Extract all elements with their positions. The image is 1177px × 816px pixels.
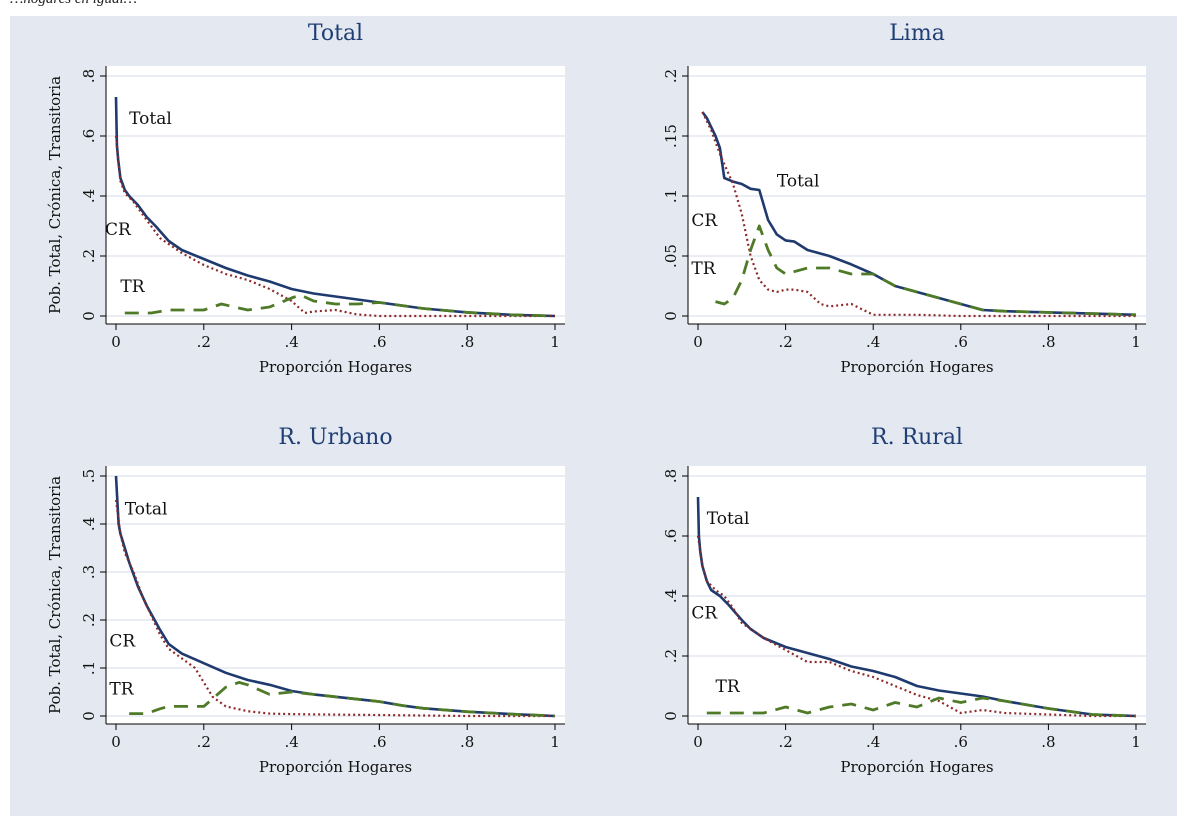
x-tick-label-2: .4 [866, 733, 880, 751]
series-line-cronica [114, 499, 555, 718]
x-tick-label-4: .8 [1041, 333, 1055, 351]
annotation-cr: CR [691, 211, 718, 231]
chart-grid-svg: 0 .2 .4 .6 .8 1 0 .2 .4 .6 .8 Total Proporción Hogar… [46, 21, 1146, 776]
cropped-header-text: …hogares en igual… [0, 0, 1177, 16]
y-tick-label-5: .5 [80, 469, 98, 483]
y-tick-label-2: .2 [80, 613, 98, 627]
cropped-header-line: …hogares en igual… [10, 0, 137, 8]
series-line-cronica [701, 111, 1136, 318]
y-tick-label-0: 0 [662, 711, 680, 721]
x-tick-label-0: 0 [111, 333, 121, 351]
y-tick-label-3: .6 [662, 529, 680, 543]
x-tick-label-5: 1 [1131, 733, 1141, 751]
x-tick-label-3: .6 [954, 333, 968, 351]
annotation-total: Total [125, 499, 168, 519]
x-tick-label-4: .8 [1041, 733, 1055, 751]
x-tick-label-0: 0 [693, 733, 703, 751]
x-tick-label-5: 1 [550, 733, 560, 751]
y-axis-label: Pob. Total, Crónica, Transitoria [46, 476, 64, 714]
y-tick-label-1: .2 [662, 649, 680, 663]
plot-area [688, 466, 1146, 724]
x-tick-label-5: 1 [550, 333, 560, 351]
x-tick-label-3: .6 [372, 733, 386, 751]
x-axis-label: Proporción Hogares [259, 358, 412, 376]
y-tick-label-1: .2 [80, 249, 98, 263]
y-tick-label-4: .2 [662, 69, 680, 83]
series-line-cronica [696, 535, 1136, 718]
y-tick-label-3: .15 [662, 124, 680, 148]
annotation-tr: TR [109, 679, 134, 699]
series-line-cronica [114, 135, 555, 318]
series-line-transitoria [129, 681, 556, 718]
plot-area [106, 466, 565, 724]
chart-title: R. Urbano [278, 425, 392, 450]
x-tick-label-3: .6 [372, 333, 386, 351]
y-tick-label-1: .1 [80, 661, 98, 675]
y-tick-label-0: 0 [662, 311, 680, 321]
y-tick-label-2: .4 [80, 189, 98, 203]
x-tick-label-1: .2 [197, 333, 211, 351]
x-axis-label: Proporción Hogares [259, 758, 412, 776]
y-tick-label-2: .1 [662, 189, 680, 203]
chart-panel-2: 0 .2 .4 .6 .8 1 0 .05 .1 .15 .2 Lima Proporción Hoga… [662, 21, 1146, 376]
y-tick-label-1: .05 [662, 244, 680, 268]
chart-title: Total [308, 21, 363, 46]
annotation-tr: TR [716, 677, 741, 697]
plot-area [106, 66, 565, 324]
x-tick-label-1: .2 [778, 333, 792, 351]
series-line-transitoria [124, 293, 556, 318]
x-tick-label-2: .4 [284, 733, 298, 751]
y-axis-label: Pob. Total, Crónica, Transitoria [46, 76, 64, 314]
y-tick-label-0: 0 [80, 311, 98, 321]
plot-area [688, 66, 1146, 324]
y-tick-label-4: .8 [80, 69, 98, 83]
series-line-transitoria [715, 224, 1137, 317]
x-tick-label-0: 0 [693, 333, 703, 351]
x-tick-label-1: .2 [778, 733, 792, 751]
annotation-total: Total [129, 109, 172, 129]
y-tick-label-4: .8 [662, 469, 680, 483]
annotation-total: Total [707, 509, 750, 529]
figure-panel: 0 .2 .4 .6 .8 1 0 .2 .4 .6 .8 Total Proporción Hogar… [10, 16, 1177, 816]
chart-panel-1: 0 .2 .4 .6 .8 1 0 .2 .4 .6 .8 Total Proporción Hogar… [46, 21, 565, 376]
x-tick-label-2: .4 [284, 333, 298, 351]
annotation-cr: CR [109, 631, 136, 651]
x-axis-label: Proporción Hogares [840, 758, 993, 776]
chart-title: R. Rural [871, 425, 963, 450]
y-tick-label-0: 0 [80, 711, 98, 721]
annotation-cr: CR [105, 220, 132, 240]
chart-title: Lima [889, 21, 945, 46]
y-tick-label-3: .6 [80, 129, 98, 143]
y-tick-label-4: .4 [80, 517, 98, 531]
x-axis-label: Proporción Hogares [840, 358, 993, 376]
x-tick-label-2: .4 [866, 333, 880, 351]
series-line-transitoria [706, 696, 1137, 718]
annotation-total: Total [777, 171, 820, 191]
annotation-cr: CR [691, 604, 718, 624]
x-tick-label-4: .8 [460, 733, 474, 751]
x-tick-label-5: 1 [1131, 333, 1141, 351]
x-tick-label-3: .6 [954, 733, 968, 751]
annotation-tr: TR [120, 277, 145, 297]
annotation-tr: TR [691, 259, 716, 279]
x-tick-label-0: 0 [111, 733, 121, 751]
y-tick-label-2: .4 [662, 589, 680, 603]
y-tick-label-3: .3 [80, 565, 98, 579]
chart-panel-4: 0 .2 .4 .6 .8 1 0 .2 .4 .6 .8 R. Rural Proporción Ho… [662, 425, 1146, 776]
chart-panel-3: 0 .2 .4 .6 .8 1 0 .1 .2 .3 .4 .5 R. Urbano Proporción… [46, 425, 565, 776]
x-tick-label-4: .8 [460, 333, 474, 351]
x-tick-label-1: .2 [197, 733, 211, 751]
